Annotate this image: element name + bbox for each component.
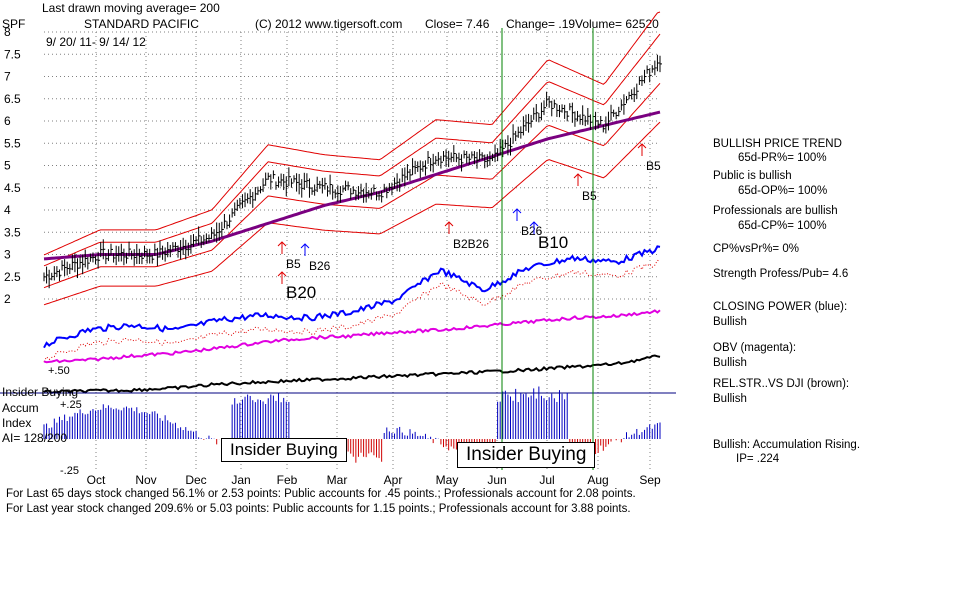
accum-label: Accum — [2, 401, 39, 415]
closing-power-state: Bullish — [713, 316, 747, 328]
x-tick-label: Jan — [231, 473, 250, 487]
accum-status: Bullish: Accumulation Rising. — [713, 439, 861, 451]
signal-label: B10 — [538, 233, 568, 252]
footer-line-2: For Last year stock changed 209.6% or 5.… — [6, 503, 631, 515]
close-label: Close= 7.46 — [425, 17, 490, 31]
accum-tick-label: +.50 — [48, 365, 70, 377]
obv-line — [43, 309, 661, 364]
x-tick-label: Mar — [327, 473, 348, 487]
x-tick-label: Jul — [539, 473, 554, 487]
band-lower-inner — [43, 82, 661, 289]
y-tick-label: 2.5 — [4, 270, 21, 284]
closing-power-label: CLOSING POWER (blue): — [713, 301, 848, 313]
signal-arrow — [573, 173, 583, 186]
accum-tick-label: +.25 — [60, 399, 82, 411]
closing-power-ma — [43, 259, 661, 362]
x-tick-label: Feb — [277, 473, 298, 487]
insider-buying-left-label: Insider Buying — [2, 385, 79, 399]
signal-arrow — [277, 241, 287, 254]
signal-arrow — [300, 243, 310, 256]
x-tick-label: May — [436, 473, 459, 487]
obv-state: Bullish — [713, 357, 747, 369]
y-tick-label: 7 — [4, 70, 11, 84]
public-status: Public is bullish — [713, 170, 792, 182]
y-tick-label: 7.5 — [4, 47, 21, 61]
signal-label: B26 — [309, 259, 331, 273]
pros-status: Professionals are bullish — [713, 205, 838, 217]
y-tick-label: 8 — [4, 25, 11, 39]
insider-buying-box-1: Insider Buying — [221, 438, 347, 462]
x-tick-label: Nov — [135, 473, 156, 487]
company-label: STANDARD PACIFIC — [84, 17, 199, 31]
x-tick-label: Jun — [487, 473, 506, 487]
y-tick-label: 4.5 — [4, 181, 21, 195]
date-range-label: 9/ 20/ 11- 9/ 14/ 12 — [46, 35, 146, 49]
y-tick-label: 5.5 — [4, 136, 21, 150]
accum-tick-label: -.25 — [60, 465, 79, 477]
ai-label: AI= 128/200 — [2, 431, 68, 445]
y-tick-label: 3 — [4, 248, 11, 262]
trend-title: BULLISH PRICE TREND — [713, 138, 842, 150]
pr-value: 65d-PR%= 100% — [738, 152, 827, 164]
cp-value: 65d-CP%= 100% — [738, 220, 827, 232]
cpvspr-value: CP%vsPr%= 0% — [713, 243, 799, 255]
x-tick-label: Sep — [639, 473, 661, 487]
signal-label: B5 — [286, 257, 301, 271]
band-upper-inner — [43, 33, 661, 267]
x-tick-label: Aug — [587, 473, 608, 487]
signal-arrow — [637, 143, 647, 156]
signal-arrow — [277, 271, 287, 284]
signal-arrow — [529, 221, 539, 234]
index-label: Index — [2, 416, 32, 430]
band-lower-outer — [43, 121, 661, 306]
signal-label: B5 — [582, 189, 597, 203]
signal-arrow — [512, 208, 522, 221]
volume-label: Volume= 62520 — [575, 17, 659, 31]
y-tick-label: 4 — [4, 203, 11, 217]
relstr-state: Bullish — [713, 393, 747, 405]
band-upper-outer — [43, 11, 661, 256]
x-tick-label: Dec — [185, 473, 206, 487]
signal-label: B5 — [646, 159, 661, 173]
x-tick-label: Apr — [384, 473, 403, 487]
closing-power-line — [43, 245, 661, 349]
signal-label: B26 — [521, 224, 543, 238]
x-tick-label: Oct — [87, 473, 106, 487]
y-tick-label: 6 — [4, 114, 11, 128]
y-tick-label: 3.5 — [4, 225, 21, 239]
strength-value: Strength Profess/Pub= 4.6 — [713, 268, 849, 280]
obv-label: OBV (magenta): — [713, 342, 797, 354]
relstr-label: REL.STR..VS DJI (brown): — [713, 378, 850, 390]
signal-arrow — [444, 221, 454, 234]
signal-label: B2B26 — [453, 237, 489, 251]
op-value: 65d-OP%= 100% — [738, 185, 828, 197]
y-tick-label: 5 — [4, 159, 11, 173]
change-label: Change= .19 — [506, 17, 576, 31]
copyright-label: (C) 2012 www.tigersoft.com — [255, 17, 403, 31]
rel-str-line — [43, 354, 661, 394]
ticker-label: SPF — [2, 17, 26, 31]
y-tick-label: 6.5 — [4, 92, 21, 106]
y-tick-label: 2 — [4, 292, 11, 306]
signal-label: B20 — [286, 283, 316, 302]
insider-buying-box-2: Insider Buying — [457, 442, 596, 468]
ip-value: IP= .224 — [736, 453, 780, 465]
moving-average-label: Last drawn moving average= 200 — [42, 1, 220, 15]
footer-line-1: For Last 65 days stock changed 56.1% or … — [6, 488, 636, 500]
